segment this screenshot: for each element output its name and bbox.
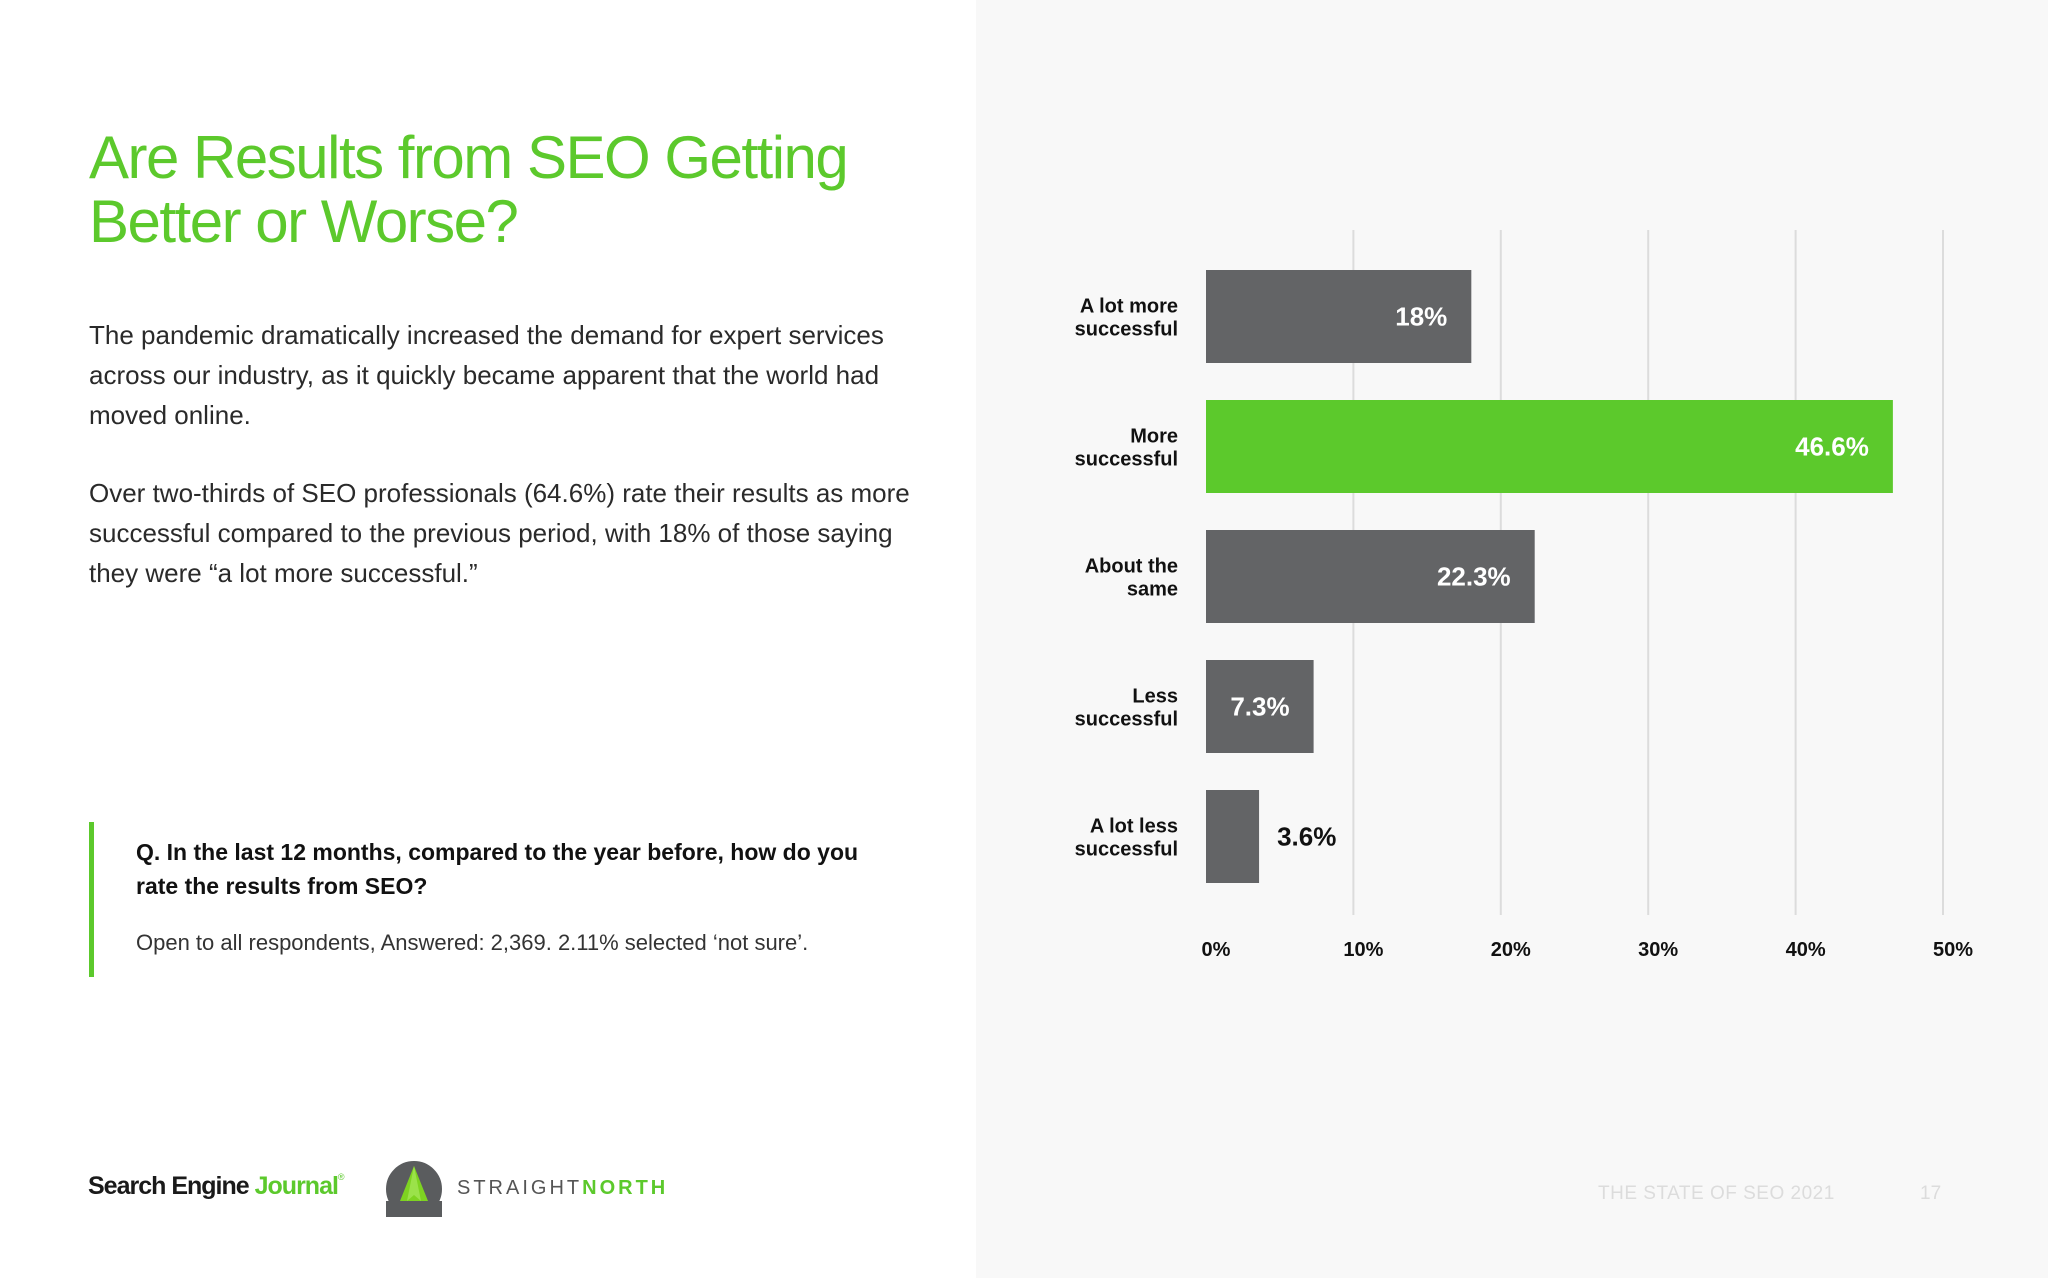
straight-north-logo-text: STRAIGHTNORTH	[457, 1177, 668, 1200]
straight-north-name-a: STRAIGHT	[457, 1177, 583, 1199]
sej-logo-accent: Journal	[254, 1172, 339, 1200]
left-panel: Are Results from SEO Getting Better or W…	[0, 0, 976, 1278]
survey-respondent-note: Open to all respondents, Answered: 2,369…	[136, 930, 809, 955]
page-title-line-2: Better or Worse?	[89, 188, 519, 255]
chart-panel	[976, 0, 2048, 1278]
page-title-line-1: Are Results from SEO Getting	[89, 124, 849, 191]
intro-paragraph: The pandemic dramatically increased the …	[89, 320, 884, 430]
sej-logo-name: Search Engine	[88, 1172, 250, 1200]
sej-registered-mark: ®	[337, 1172, 345, 1182]
report-title-footer: THE STATE OF SEO 2021	[1598, 1183, 1835, 1204]
page-number: 17	[1920, 1183, 1942, 1204]
straight-north-name-b: NORTH	[582, 1177, 669, 1199]
survey-question-callout: Q. In the last 12 months, compared to th…	[89, 822, 914, 977]
page-title: Are Results from SEO Getting Better or W…	[89, 126, 909, 254]
search-engine-journal-logo: Search Engine Journal®	[88, 1172, 345, 1201]
straight-north-logo-icon	[386, 1161, 442, 1217]
survey-question: Q. In the last 12 months, compared to th…	[136, 839, 859, 899]
findings-paragraph: Over two-thirds of SEO professionals (64…	[89, 478, 910, 588]
